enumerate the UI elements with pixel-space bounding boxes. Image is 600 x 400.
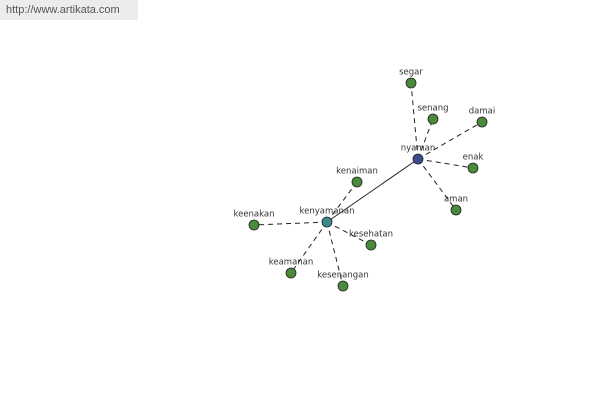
- node: [467, 162, 479, 174]
- edge: [410, 82, 419, 160]
- node: [321, 216, 333, 228]
- node-label: keenakan: [233, 210, 274, 220]
- edges: [253, 82, 483, 287]
- node-label: enak: [463, 153, 484, 163]
- node-label: kenaiman: [336, 167, 378, 177]
- node: [351, 176, 363, 188]
- node: [450, 204, 462, 216]
- edge: [417, 158, 457, 211]
- node-label: keamanan: [269, 258, 314, 268]
- main-edge: [326, 158, 419, 223]
- edge: [417, 118, 434, 160]
- edge: [326, 221, 344, 287]
- edge: [290, 221, 328, 274]
- node-label: damai: [469, 107, 495, 117]
- edge: [417, 121, 483, 160]
- node: [412, 153, 424, 165]
- edge: [417, 158, 474, 169]
- node: [248, 219, 260, 231]
- nodes: nyaman kenyamanan segar senang damai enak aman…: [233, 68, 495, 292]
- node: [427, 113, 439, 125]
- node-label: nyaman: [401, 144, 436, 154]
- node: [405, 77, 417, 89]
- node: [337, 280, 349, 292]
- site-url[interactable]: http://www.artikata.com: [0, 0, 138, 20]
- node-label: kesenangan: [317, 271, 368, 281]
- node: [365, 239, 377, 251]
- node: [285, 267, 297, 279]
- node-label: kenyamanan: [300, 207, 355, 217]
- node-label: kesehatan: [349, 230, 393, 240]
- edge: [253, 221, 328, 226]
- node-label: segar: [399, 68, 423, 78]
- node-label: senang: [417, 104, 448, 114]
- node-label: aman: [444, 195, 468, 205]
- node: [476, 116, 488, 128]
